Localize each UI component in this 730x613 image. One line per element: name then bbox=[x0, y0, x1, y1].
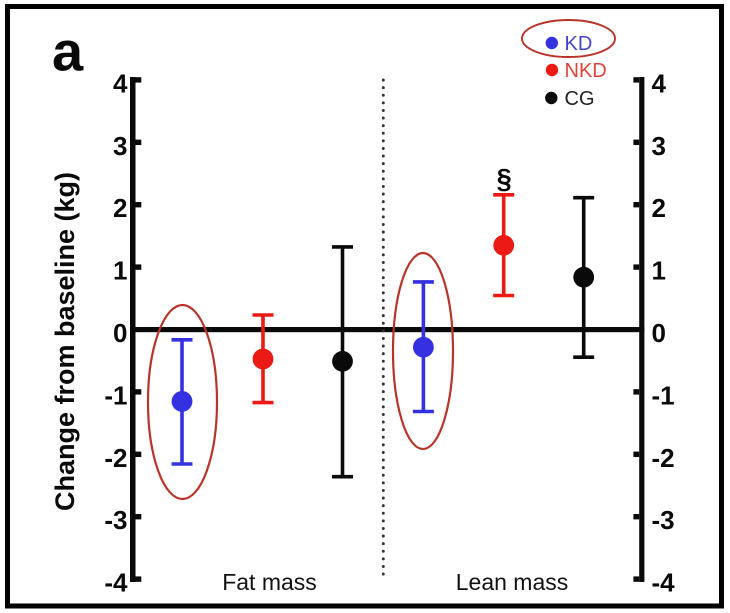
svg-text:1: 1 bbox=[652, 256, 666, 286]
svg-text:2: 2 bbox=[652, 193, 666, 223]
svg-text:4: 4 bbox=[113, 68, 128, 98]
svg-text:Change from baseline (kg): Change from baseline (kg) bbox=[50, 172, 80, 511]
svg-text:3: 3 bbox=[652, 131, 666, 161]
svg-text:2: 2 bbox=[113, 193, 127, 223]
svg-text:KD: KD bbox=[565, 33, 593, 55]
svg-text:0: 0 bbox=[113, 318, 127, 348]
svg-text:-4: -4 bbox=[104, 568, 128, 598]
svg-text:0: 0 bbox=[652, 318, 666, 348]
svg-text:§: § bbox=[497, 163, 512, 194]
svg-text:a: a bbox=[52, 20, 84, 83]
svg-text:1: 1 bbox=[113, 256, 127, 286]
svg-text:NKD: NKD bbox=[565, 60, 607, 82]
svg-text:-3: -3 bbox=[652, 505, 675, 535]
svg-text:-4: -4 bbox=[652, 568, 676, 598]
svg-text:Lean mass: Lean mass bbox=[456, 569, 569, 595]
svg-text:-1: -1 bbox=[104, 380, 127, 410]
svg-text:CG: CG bbox=[565, 88, 595, 110]
svg-text:Fat mass: Fat mass bbox=[222, 569, 317, 595]
svg-text:-2: -2 bbox=[104, 443, 127, 473]
svg-text:-3: -3 bbox=[104, 505, 127, 535]
svg-text:-2: -2 bbox=[652, 443, 675, 473]
svg-text:4: 4 bbox=[652, 68, 667, 98]
svg-text:3: 3 bbox=[113, 131, 127, 161]
svg-text:-1: -1 bbox=[652, 380, 675, 410]
